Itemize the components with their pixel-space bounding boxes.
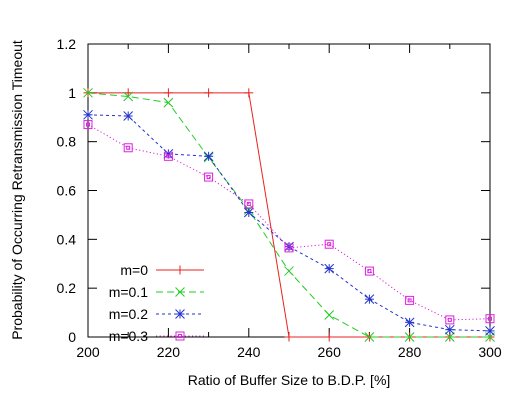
- point-m-0-3-8: [405, 295, 415, 305]
- legend: m=0 m=0.1 m=0.2 m=0.3: [109, 262, 204, 344]
- point-m-0-5: [284, 332, 294, 342]
- point-m-0-1-9: [444, 332, 455, 342]
- x-tick-label-280: 280: [398, 344, 422, 360]
- point-m-0-3-7: [364, 266, 374, 276]
- point-m-0-1-5: [284, 266, 294, 276]
- legend-label-m-0: m=0: [120, 262, 148, 278]
- point-m-0-1-7: [364, 332, 375, 342]
- series-line-m-0-2: [87, 114, 491, 332]
- y-tick-label-1: 1: [68, 85, 76, 101]
- legend-label-m-0-1: m=0.1: [109, 284, 149, 300]
- series-m-0-2: [83, 109, 495, 336]
- point-m-0-1-6: [324, 310, 335, 320]
- point-m-0-2: [163, 88, 173, 98]
- series-layer: [83, 87, 495, 342]
- y-tick-label-0.8: 0.8: [57, 134, 77, 150]
- x-axis-title: Ratio of Buffer Size to B.D.P. [%]: [188, 372, 391, 388]
- point-m-0-1-1: [123, 91, 134, 102]
- y-tick-label-0.6: 0.6: [57, 183, 77, 199]
- point-m-0-3-2: [163, 151, 173, 161]
- point-m-0-2-2: [163, 149, 174, 159]
- legend-marker-m-0-1: [175, 287, 185, 297]
- point-m-0-3-5: [284, 243, 294, 253]
- y-axis-title: Probability of Occurring Retransmission …: [9, 40, 25, 340]
- legend-marker-m-0-3: [175, 331, 185, 341]
- point-m-0-3-9: [445, 315, 455, 325]
- point-m-0-2-3: [203, 151, 214, 162]
- point-m-0-1-2: [163, 97, 174, 108]
- x-tick-label-300: 300: [478, 344, 502, 360]
- point-m-0-1-0: [83, 87, 93, 98]
- point-m-0-3-6: [324, 239, 334, 249]
- series-m-0-1: [83, 87, 495, 342]
- y-tick-label-1.2: 1.2: [57, 36, 77, 52]
- series-m-0-3: [83, 120, 495, 325]
- point-m-0-3-10: [485, 314, 495, 324]
- series-line-m-0-3: [87, 124, 491, 321]
- legend-marker-m-0-2: [175, 309, 185, 319]
- point-m-0-4: [244, 88, 254, 98]
- series-m-0: [83, 88, 495, 342]
- legend-label-m-0-2: m=0.2: [109, 306, 149, 322]
- point-m-0-1-8: [404, 332, 415, 342]
- x-tick-label-240: 240: [237, 344, 261, 360]
- y-tick-label-0.4: 0.4: [57, 231, 77, 247]
- point-m-0-3-0: [83, 120, 93, 130]
- point-m-0-2-4: [243, 207, 254, 218]
- plot-frame: [87, 43, 491, 338]
- series-line-m-0-1: [87, 92, 490, 338]
- tick-labels: 200 220 240 260 280 300 0 0.2 0.4 0.6 0.8 1 1.2: [57, 36, 502, 360]
- point-m-0-2-1: [123, 111, 134, 121]
- point-m-0-6: [324, 332, 334, 342]
- point-m-0-2-10: [485, 326, 495, 336]
- axis-ticks: [87, 43, 491, 338]
- point-m-0-2-0: [83, 109, 93, 120]
- point-m-0-2-8: [404, 317, 415, 328]
- x-tick-label-200: 200: [76, 344, 100, 360]
- point-m-0-3-3: [204, 172, 214, 182]
- point-m-0-3-4: [244, 199, 254, 209]
- point-m-0-3-1: [123, 143, 133, 153]
- x-tick-label-260: 260: [318, 344, 342, 360]
- point-m-0-2-6: [324, 263, 335, 274]
- legend-label-m-0-3: m=0.3: [109, 328, 149, 344]
- point-m-0-3: [204, 88, 214, 98]
- legend-marker-m-0: [175, 265, 185, 275]
- series-line-m-0: [88, 92, 490, 338]
- x-tick-label-220: 220: [157, 344, 181, 360]
- y-tick-label-0: 0: [68, 329, 76, 345]
- point-m-0-2-7: [364, 294, 375, 305]
- y-tick-label-0.2: 0.2: [57, 280, 77, 296]
- point-m-0-2-9: [444, 324, 455, 335]
